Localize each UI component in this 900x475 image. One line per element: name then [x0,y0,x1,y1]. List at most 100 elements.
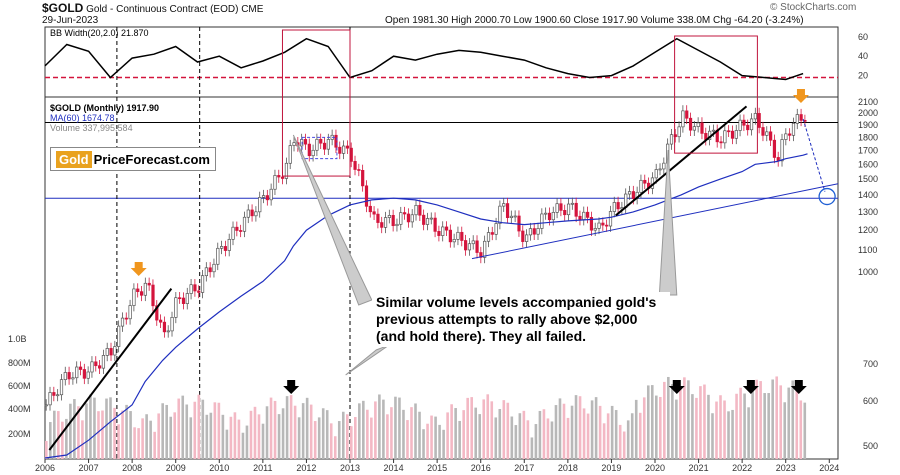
volume-bar [494,417,498,459]
candle-body [353,161,357,170]
volume-bar [350,426,353,459]
candle-body [147,282,151,286]
candle-body [387,215,391,218]
volume-bar [137,428,140,459]
candle-body [555,203,559,213]
candle-body [525,234,529,242]
candle-body [509,215,513,219]
candle-body [319,138,323,144]
volume-bar [374,401,377,459]
candle-body [578,215,582,220]
candle-body [448,229,452,243]
candle-body [528,228,533,236]
candle-body [109,348,113,356]
black-arrow-icon [790,380,807,394]
volume-bar [755,379,758,459]
volume-bar [113,407,116,459]
candle-body [86,371,90,379]
chart-date: 29-Jun-2023 [42,15,99,26]
volume-bar [458,420,461,459]
logo-site: PriceForecast.com [93,151,210,167]
candle-body [170,317,174,332]
candle-body [631,191,635,199]
candle-body [612,202,616,212]
candle-body [711,129,716,132]
candle-body [120,317,125,327]
candle-body [403,212,407,215]
volume-bar [81,420,84,459]
volume-bar [382,399,385,459]
x-tick-label: 2011 [253,463,272,473]
volume-bar [257,414,261,459]
candle-body [254,211,258,217]
candle-body [78,366,83,370]
x-tick-label: 2023 [776,463,796,473]
candle-body [605,224,609,227]
candle-body [197,290,201,293]
volume-bar [707,394,710,459]
candle-body [788,133,792,136]
orange-arrow-icon [130,262,147,276]
trend-line-2019 [615,105,748,217]
volume-bar [77,406,80,459]
volume-bar [566,417,570,459]
volume-bar [149,420,152,459]
volume-bar [161,403,164,459]
volume-bar [201,399,205,459]
volume-legend: Volume 337,995,584 [50,123,133,133]
volume-bar [189,417,193,459]
x-tick-label: 2014 [384,463,404,473]
candle-body [536,228,540,235]
candle-body [456,231,460,240]
candle-body [361,169,365,187]
volume-bar [366,409,369,459]
candle-body [551,212,555,221]
candle-body [117,325,121,347]
candle-body [505,203,510,219]
volume-bar [129,411,132,459]
candle-body [570,202,574,205]
volume-bar [362,400,365,459]
candle-body [166,330,170,333]
volume-bar [289,395,293,459]
candle-body [193,284,197,292]
candle-body [586,211,590,218]
volume-bar [105,398,108,459]
candle-body [200,275,205,293]
candle-body [422,214,426,225]
candle-body [269,188,273,201]
candle-body [399,212,403,225]
candle-body [342,145,346,154]
candle-body [162,321,167,333]
volume-bar [618,424,622,459]
candle-body [414,204,418,216]
candle-body [307,143,311,157]
candle-body [746,124,750,131]
volume-bar [562,403,566,459]
candle-body [681,110,685,128]
price-y-tick-label: 1300 [858,207,878,217]
volume-bar [502,400,506,459]
volume-y-tick-label: 1.0B [8,334,27,344]
volume-bar [109,397,112,459]
volume-bar [727,411,730,459]
candle-body [532,228,536,235]
volume-bar [462,410,465,459]
x-tick-label: 2006 [35,463,55,473]
candle-body [513,215,517,218]
candle-body [75,366,79,379]
volume-bar [715,401,718,459]
secondary-y-tick-label: 700 [863,359,878,369]
candle-body [757,113,761,128]
volume-bar [61,421,64,459]
candle-body [128,305,132,320]
volume-bar [671,384,674,459]
candle-body [44,404,48,407]
candle-body [433,217,437,232]
candle-body [235,226,239,231]
secondary-y-tick-label: 600 [863,396,878,406]
volume-bar [570,405,574,459]
volume-bar [739,387,742,459]
volume-bar [265,406,269,459]
x-tick-label: 2022 [732,463,752,473]
